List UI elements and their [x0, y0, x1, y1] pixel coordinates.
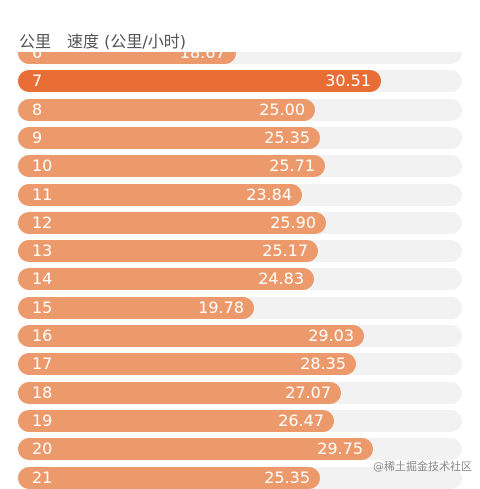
table-row[interactable]: 11 23.84: [18, 183, 462, 206]
km-column-header: 公里: [19, 32, 52, 51]
table-row[interactable]: 20 29.75: [18, 438, 462, 461]
speed-value: 29.03: [308, 326, 354, 345]
table-row[interactable]: 16 29.03: [18, 325, 462, 347]
speed-value: 25.17: [262, 241, 308, 261]
speed-bar: 16 29.03: [18, 325, 364, 347]
km-label: 9: [32, 127, 43, 147]
speed-bar: 11 23.84: [18, 183, 302, 206]
km-label: 20: [32, 439, 53, 459]
speed-bar: 12 25.90: [18, 211, 326, 234]
km-label: 12: [32, 212, 53, 232]
speed-value: 25.35: [264, 127, 310, 147]
speed-value: 25.00: [259, 99, 305, 119]
speed-value: 25.71: [269, 156, 315, 176]
speed-value: 25.35: [264, 467, 310, 487]
speed-bar: 10 25.71: [18, 155, 325, 178]
speed-bar: 15 19.78: [18, 296, 254, 319]
speed-bar: 19 26.47: [18, 409, 334, 432]
speed-value: 19.78: [198, 297, 244, 317]
speed-value: 29.75: [317, 439, 363, 459]
speed-bar: 18 27.07: [18, 381, 341, 404]
km-label: 19: [32, 410, 53, 430]
speed-value: 23.84: [246, 184, 292, 204]
km-label: 7: [32, 71, 43, 91]
speed-bar: 21 25.35: [18, 466, 320, 489]
km-label: 16: [32, 326, 53, 345]
table-row[interactable]: 12 25.90: [18, 211, 462, 234]
table-row[interactable]: 10 25.71: [18, 155, 462, 178]
speed-bar: 20 29.75: [18, 438, 373, 461]
watermark: @稀土掘金技术社区: [373, 460, 472, 473]
km-label: 15: [32, 297, 53, 317]
table-row[interactable]: 19 26.47: [18, 409, 462, 432]
table-row[interactable]: 18 27.07: [18, 381, 462, 404]
table-row[interactable]: 17 28.35: [18, 353, 462, 376]
km-label: 21: [32, 467, 53, 487]
list-header: 公里 速度 (公里/小时): [0, 0, 480, 52]
table-row[interactable]: 14 24.83: [18, 268, 462, 291]
speed-bar: 7 30.51: [18, 70, 381, 93]
speed-bar: 14 24.83: [18, 268, 314, 291]
table-row[interactable]: 13 25.17: [18, 240, 462, 263]
km-label: 10: [32, 156, 53, 176]
table-row[interactable]: 9 25.35: [18, 126, 462, 149]
km-label: 18: [32, 382, 53, 402]
km-label: 6: [32, 43, 43, 62]
speed-value: 28.35: [300, 354, 346, 374]
km-label: 17: [32, 354, 53, 374]
speed-value: 26.47: [278, 410, 324, 430]
km-label: 8: [32, 99, 43, 119]
speed-column-header: 速度 (公里/小时): [67, 32, 186, 51]
table-row[interactable]: 15 19.78: [18, 296, 462, 319]
table-row[interactable]: 7 30.51: [18, 70, 462, 93]
km-label: 11: [32, 184, 53, 204]
speed-bar: 17 28.35: [18, 353, 356, 376]
speed-value: 30.51: [325, 71, 371, 91]
speed-bar: 9 25.35: [18, 126, 320, 149]
speed-bar: 13 25.17: [18, 240, 318, 263]
speed-value: 27.07: [285, 382, 331, 402]
km-label: 14: [32, 269, 53, 289]
speed-value: 24.83: [258, 269, 304, 289]
table-row[interactable]: 8 25.00: [18, 98, 462, 121]
speed-bar: 8 25.00: [18, 98, 315, 121]
km-label: 13: [32, 241, 53, 261]
speed-value: 25.90: [270, 212, 316, 232]
